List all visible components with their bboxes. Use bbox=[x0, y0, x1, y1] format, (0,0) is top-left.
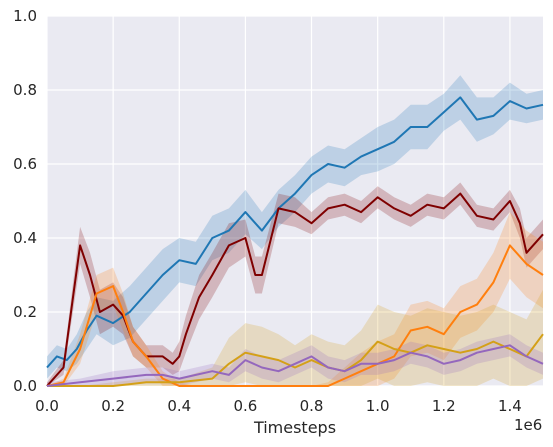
x-axis-label: Timesteps bbox=[253, 418, 336, 437]
y-tick-label: 0.8 bbox=[13, 81, 37, 99]
series-band-2 bbox=[47, 182, 543, 386]
series-band-4 bbox=[47, 289, 543, 386]
x-tick-label: 0.2 bbox=[101, 397, 125, 415]
series-line-5 bbox=[46, 344, 544, 387]
y-tick-label: 0.4 bbox=[13, 229, 37, 247]
plot-background bbox=[47, 16, 543, 386]
series-line-2 bbox=[46, 192, 544, 387]
x-tick-labels: 0.0 0.2 0.4 0.6 0.8 1.0 1.2 1.4 bbox=[35, 397, 522, 415]
x-tick-label: 1.2 bbox=[432, 397, 456, 415]
confidence-bands bbox=[47, 75, 543, 386]
y-tick-label: 0.0 bbox=[13, 377, 37, 395]
series-band-3 bbox=[47, 212, 543, 386]
y-tick-label: 0.2 bbox=[13, 303, 37, 321]
series-lines bbox=[46, 96, 544, 387]
x-offset-label: 1e6 bbox=[514, 416, 542, 434]
series-band-5 bbox=[47, 334, 543, 386]
y-tick-labels: 0.0 0.2 0.4 0.6 0.8 1.0 bbox=[13, 7, 37, 395]
series-line-3 bbox=[46, 244, 544, 387]
x-tick-label: 0.0 bbox=[35, 397, 59, 415]
x-tick-label: 1.4 bbox=[498, 397, 522, 415]
y-tick-label: 1.0 bbox=[13, 7, 37, 25]
x-tick-label: 0.6 bbox=[233, 397, 257, 415]
series-band-1 bbox=[47, 75, 543, 379]
x-tick-label: 0.8 bbox=[300, 397, 324, 415]
x-tick-label: 0.4 bbox=[167, 397, 191, 415]
x-tick-label: 1.0 bbox=[366, 397, 390, 415]
y-tick-label: 0.6 bbox=[13, 155, 37, 173]
